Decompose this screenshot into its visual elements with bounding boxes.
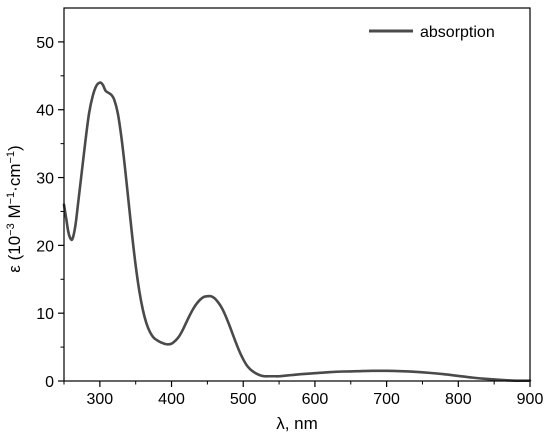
x-tick-label: 900 (517, 391, 544, 408)
y-tick-label: 30 (36, 171, 54, 188)
x-tick-label: 600 (302, 391, 329, 408)
x-tick-label: 500 (230, 391, 257, 408)
y-label-exp1: −3 (5, 223, 17, 236)
x-tick-label: 400 (158, 391, 185, 408)
y-label-mid2: ·cm (5, 164, 24, 192)
y-tick-label: 10 (36, 306, 54, 323)
y-label-suffix: ) (5, 145, 24, 151)
x-tick-label: 300 (86, 391, 113, 408)
legend-label-absorption: absorption (420, 24, 495, 41)
y-label-exp3: −1 (5, 151, 17, 164)
y-tick-labels: 0 10 20 30 40 50 (36, 35, 54, 391)
x-tick-labels: 300 400 500 600 700 800 900 (86, 391, 543, 408)
y-label-prefix: ε (10 (5, 236, 24, 273)
y-tick-label: 40 (36, 103, 54, 120)
x-tick-label: 700 (373, 391, 400, 408)
y-tick-label: 0 (45, 374, 54, 391)
y-tick-label: 20 (36, 238, 54, 255)
y-axis-label: ε (10−3 M−1·cm−1) (5, 145, 24, 272)
series-line-absorption (62, 81, 532, 383)
y-label-mid1: M (5, 204, 24, 223)
plot-frame (63, 7, 531, 382)
series-layer (62, 81, 532, 383)
x-axis-label: λ, nm (276, 414, 318, 433)
y-label-exp2: −1 (5, 192, 17, 205)
legend: absorption (369, 24, 495, 41)
x-tick-label: 800 (445, 391, 472, 408)
y-tick-label: 50 (36, 35, 54, 52)
